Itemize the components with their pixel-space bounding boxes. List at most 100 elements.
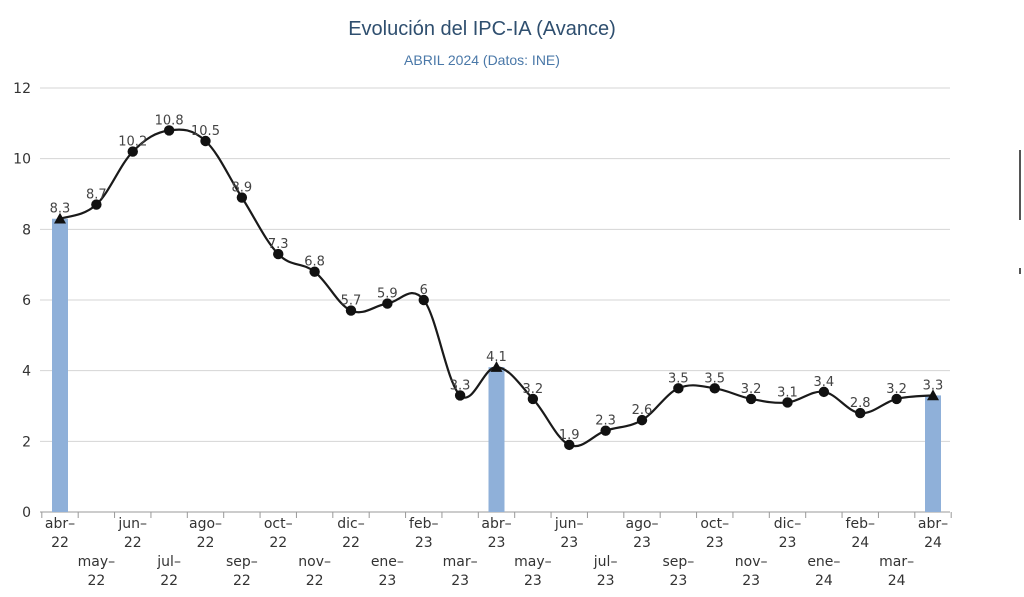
x-tick-label-year: 23 <box>488 535 506 551</box>
data-point <box>454 390 466 401</box>
data-label: 10.2 <box>118 135 147 150</box>
data-label: 3.3 <box>923 378 944 393</box>
data-label: 1.9 <box>559 428 580 443</box>
y-tick-label: 4 <box>22 364 31 380</box>
x-tick-label-month: oct– <box>264 516 293 532</box>
highlight-bar <box>52 218 68 512</box>
x-tick-label-month: sep– <box>226 554 258 570</box>
x-tick-label-year: 24 <box>888 573 906 589</box>
x-tick-label-year: 23 <box>524 573 542 589</box>
x-tick-label-year: 23 <box>597 573 615 589</box>
data-label: 3.4 <box>814 375 835 390</box>
x-tick-label-month: may– <box>514 554 552 570</box>
data-point <box>673 383 684 394</box>
x-tick-label-year: 23 <box>633 535 651 551</box>
x-tick-label-year: 23 <box>669 573 687 589</box>
data-label: 2.8 <box>850 396 871 411</box>
x-tick-label-month: abr– <box>481 516 511 532</box>
x-tick-label-month: nov– <box>298 554 331 570</box>
data-point-triangle <box>490 361 503 372</box>
x-tick-label-year: 23 <box>415 535 433 551</box>
x-tick-label-year: 24 <box>851 535 869 551</box>
data-point <box>564 439 575 451</box>
data-label: 3.2 <box>523 382 544 397</box>
x-tick-label-year: 22 <box>51 535 69 551</box>
y-tick-label: 10 <box>13 152 31 168</box>
x-tick-label-month: jul– <box>593 554 618 570</box>
data-point <box>891 393 902 405</box>
data-label: 5.7 <box>341 294 362 309</box>
x-tick-label-year: 23 <box>706 535 724 551</box>
data-point <box>382 298 393 309</box>
data-point <box>855 407 866 419</box>
highlight-bar <box>488 367 505 512</box>
data-label: 10.8 <box>155 113 184 128</box>
data-point <box>127 146 138 157</box>
x-tick-label-month: abr– <box>918 516 948 532</box>
data-point <box>418 294 429 306</box>
x-tick-label-month: nov– <box>735 554 768 570</box>
x-tick-label-year: 22 <box>160 573 178 589</box>
data-point-triangle <box>54 212 66 224</box>
y-tick-label: 2 <box>22 434 31 450</box>
y-tick-label: 6 <box>22 293 31 309</box>
chart-title: Evolución del IPC-IA (Avance) <box>348 18 616 40</box>
data-label: 2.3 <box>595 414 616 429</box>
data-point <box>309 266 320 277</box>
data-label: 3.5 <box>704 371 725 386</box>
data-label: 2.6 <box>632 403 653 418</box>
edge-mark-top <box>1019 150 1021 220</box>
data-label: 8.9 <box>232 181 253 196</box>
x-tick-label-month: jun– <box>117 516 147 532</box>
data-point <box>236 192 248 203</box>
x-tick-label-month: mar– <box>879 554 914 570</box>
x-tick-label-month: ago– <box>625 516 658 532</box>
x-tick-label-month: mar– <box>443 554 478 570</box>
data-point <box>636 414 648 426</box>
y-tick-label: 8 <box>22 222 31 238</box>
x-tick-label-month: ago– <box>189 516 222 532</box>
x-tick-label-month: may– <box>78 554 116 570</box>
x-tick-label-year: 22 <box>306 573 324 589</box>
y-tick-label: 0 <box>22 505 31 521</box>
x-tick-label-year: 22 <box>342 535 360 551</box>
x-tick-label-year: 22 <box>269 535 287 551</box>
data-label: 3.2 <box>886 382 907 397</box>
x-tick-label-month: ene– <box>371 554 404 570</box>
data-label: 8.3 <box>50 202 71 217</box>
data-label: 7.3 <box>268 237 289 252</box>
data-point-triangle <box>927 389 939 401</box>
x-tick-label-month: dic– <box>774 516 801 532</box>
x-tick-label-month: ene– <box>807 554 840 570</box>
data-point <box>91 199 102 210</box>
data-label: 5.9 <box>377 287 398 302</box>
data-point <box>745 393 757 405</box>
data-label: 6 <box>420 283 428 298</box>
x-tick-label-month: dic– <box>337 516 364 532</box>
x-tick-label-year: 23 <box>742 573 760 589</box>
y-tick-label: 12 <box>13 81 31 97</box>
data-point <box>600 425 611 436</box>
data-label: 3.5 <box>668 371 689 386</box>
x-tick-label-year: 23 <box>560 535 578 551</box>
data-label: 3.2 <box>741 382 762 397</box>
x-tick-label-month: jul– <box>156 554 181 570</box>
data-point <box>782 397 793 408</box>
x-tick-label-year: 24 <box>815 573 833 589</box>
x-tick-label-year: 24 <box>924 535 942 551</box>
x-tick-label-year: 22 <box>233 573 251 589</box>
data-label: 8.7 <box>86 188 107 203</box>
data-point <box>163 125 175 136</box>
x-tick-label-year: 23 <box>378 573 396 589</box>
chart-subtitle: ABRIL 2024 (Datos: INE) <box>404 52 560 68</box>
data-point <box>200 135 211 147</box>
data-point <box>345 305 357 316</box>
data-point <box>527 393 539 405</box>
x-tick-label-year: 22 <box>197 535 215 551</box>
x-tick-label-year: 23 <box>779 535 797 551</box>
data-label: 3.1 <box>777 385 798 400</box>
data-point <box>709 383 720 394</box>
x-tick-label-month: feb– <box>409 516 438 532</box>
